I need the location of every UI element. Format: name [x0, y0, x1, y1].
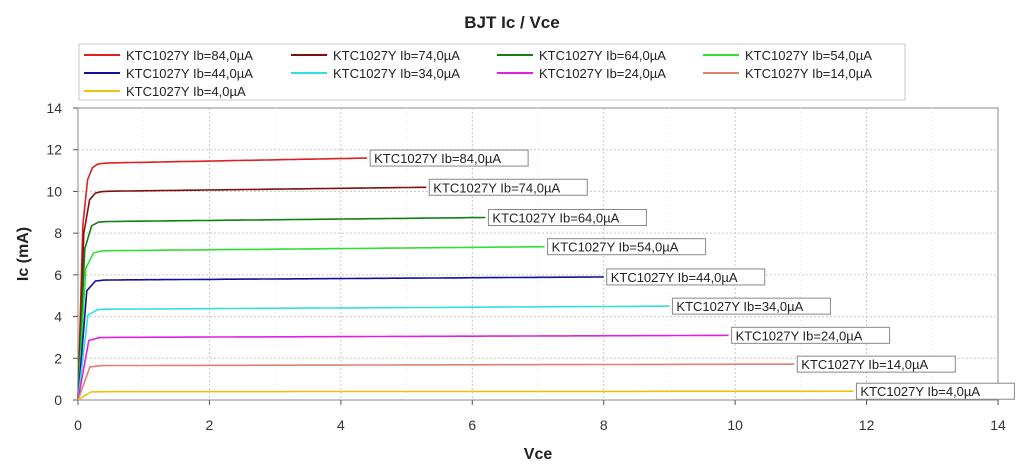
annotation-7: KTC1027Y Ib=14,0µA	[796, 355, 956, 373]
series-line-2	[77, 216, 486, 401]
series-line-8	[77, 390, 854, 401]
annotation-label: KTC1027Y Ib=34,0µA	[676, 299, 803, 314]
x-axis-label: Vce	[524, 446, 553, 463]
x-tick-label: 2	[206, 417, 214, 433]
legend-label: KTC1027Y Ib=84,0µA	[126, 48, 253, 63]
annotation-label: KTC1027Y Ib=14,0µA	[801, 357, 928, 372]
y-ticks: 0 2 4 6 8 10 12 14	[46, 100, 78, 408]
series-line-3	[77, 245, 545, 401]
annotation-box	[855, 382, 1015, 400]
series-line-1	[77, 186, 427, 401]
annotation-label: KTC1027Y Ib=4,0µA	[860, 384, 980, 399]
legend-item-7: KTC1027Y Ib=14,0µA	[703, 66, 872, 81]
annotation-1: KTC1027Y Ib=74,0µA	[428, 178, 588, 196]
y-tick-label: 2	[54, 350, 62, 366]
y-tick-label: 14	[46, 100, 62, 116]
y-axis-label: Ic (mA)	[15, 227, 32, 281]
annotation-8: KTC1027Y Ib=4,0µA	[855, 382, 1015, 400]
annotation-4: KTC1027Y Ib=44,0µA	[606, 268, 766, 286]
annotation-5: KTC1027Y Ib=34,0µA	[671, 297, 831, 315]
legend-label: KTC1027Y Ib=74,0µA	[333, 48, 460, 63]
legend-label: KTC1027Y Ib=64,0µA	[539, 48, 666, 63]
annotation-box	[796, 355, 956, 373]
legend-item-8: KTC1027Y Ib=4,0µA	[84, 84, 246, 99]
series-line-4	[77, 276, 604, 401]
annotation-box	[369, 149, 529, 167]
legend-label: KTC1027Y Ib=34,0µA	[333, 66, 460, 81]
annotations: KTC1027Y Ib=84,0µA KTC1027Y Ib=74,0µA KTC1…	[369, 149, 1015, 400]
legend-item-2: KTC1027Y Ib=64,0µA	[497, 48, 666, 63]
annotation-0: KTC1027Y Ib=84,0µA	[369, 149, 529, 167]
legend-item-0: KTC1027Y Ib=84,0µA	[84, 48, 253, 63]
annotation-label: KTC1027Y Ib=84,0µA	[374, 151, 501, 166]
legend-box	[78, 43, 906, 101]
annotation-label: KTC1027Y Ib=24,0µA	[736, 328, 863, 343]
legend-label: KTC1027Y Ib=4,0µA	[126, 84, 246, 99]
series-group	[77, 157, 854, 401]
chart-title: BJT Ic / Vce	[464, 13, 559, 32]
legend: KTC1027Y Ib=84,0µA KTC1027Y Ib=74,0µA KTC1…	[78, 43, 906, 101]
legend-item-6: KTC1027Y Ib=24,0µA	[497, 66, 666, 81]
y-tick-label: 10	[46, 183, 62, 199]
legend-label: KTC1027Y Ib=24,0µA	[539, 66, 666, 81]
annotation-box	[671, 297, 831, 315]
y-tick-label: 12	[46, 142, 62, 158]
legend-item-1: KTC1027Y Ib=74,0µA	[291, 48, 460, 63]
legend-item-3: KTC1027Y Ib=54,0µA	[703, 48, 872, 63]
x-tick-label: 0	[74, 417, 82, 433]
series-line-6	[77, 334, 729, 401]
x-tick-label: 12	[859, 417, 875, 433]
annotation-box	[428, 178, 588, 196]
legend-label: KTC1027Y Ib=44,0µA	[126, 66, 253, 81]
annotation-box	[487, 209, 647, 226]
annotation-box	[731, 326, 891, 344]
x-tick-label: 6	[468, 417, 476, 433]
y-tick-label: 4	[54, 309, 62, 325]
annotation-box	[606, 268, 766, 286]
y-tick-label: 8	[54, 225, 62, 241]
y-tick-label: 0	[54, 392, 62, 408]
annotation-label: KTC1027Y Ib=44,0µA	[611, 270, 738, 285]
x-ticks: 0 2 4 6 8 10 12 14	[74, 400, 1006, 433]
annotation-label: KTC1027Y Ib=74,0µA	[433, 180, 560, 195]
annotation-label: KTC1027Y Ib=54,0µA	[552, 240, 679, 255]
annotation-3: KTC1027Y Ib=54,0µA	[547, 238, 707, 256]
x-tick-label: 14	[990, 417, 1006, 433]
legend-label: KTC1027Y Ib=14,0µA	[745, 66, 872, 81]
annotation-2: KTC1027Y Ib=64,0µA	[487, 209, 647, 226]
legend-item-4: KTC1027Y Ib=44,0µA	[84, 66, 253, 81]
x-tick-label: 10	[727, 417, 743, 433]
annotation-box	[547, 238, 707, 256]
legend-label: KTC1027Y Ib=54,0µA	[745, 48, 872, 63]
series-line-7	[77, 363, 795, 401]
annotation-6: KTC1027Y Ib=24,0µA	[731, 326, 891, 344]
y-tick-label: 6	[54, 267, 62, 283]
x-tick-label: 8	[600, 417, 608, 433]
series-line-5	[77, 305, 670, 401]
x-tick-label: 4	[337, 417, 345, 433]
legend-item-5: KTC1027Y Ib=34,0µA	[291, 66, 460, 81]
series-line-0	[77, 157, 368, 401]
annotation-label: KTC1027Y Ib=64,0µA	[492, 211, 619, 226]
